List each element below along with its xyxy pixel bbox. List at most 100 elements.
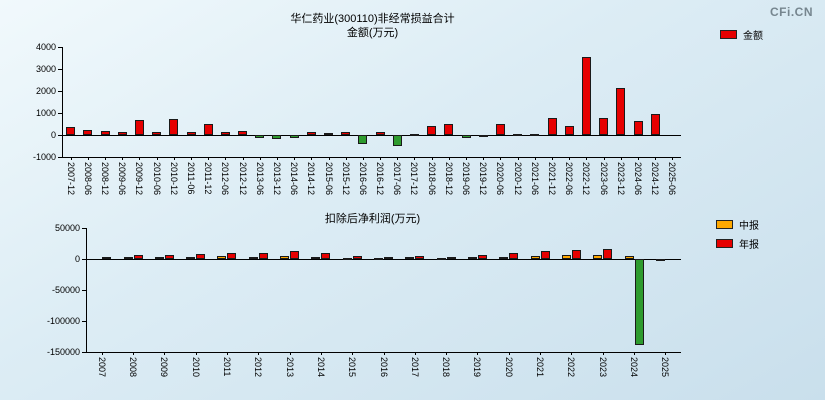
x-tick-mark <box>384 352 385 355</box>
bar <box>321 252 331 259</box>
x-tick-mark <box>260 157 261 160</box>
y-tick-mark <box>82 259 86 260</box>
x-tick-label: 2009-12 <box>134 162 144 196</box>
chart1-subtitle: 金额(万元) <box>346 27 399 39</box>
bar <box>616 88 626 135</box>
x-tick-mark <box>571 352 572 355</box>
x-tick-mark <box>540 352 541 355</box>
y-tick-label: -1000 <box>32 152 56 162</box>
bar <box>415 255 425 259</box>
x-tick-mark <box>352 352 353 355</box>
x-tick-label: 2018-06 <box>427 162 437 196</box>
bar <box>384 256 393 259</box>
x-tick-mark <box>432 157 433 160</box>
x-tick-mark <box>227 352 228 355</box>
x-tick-label: 2016 <box>379 357 389 378</box>
x-tick-mark <box>483 157 484 160</box>
y-axis-line <box>86 228 87 352</box>
bar <box>405 257 415 260</box>
x-tick-mark <box>133 352 134 355</box>
x-tick-label: 2010-06 <box>152 162 162 196</box>
x-tick-mark <box>88 157 89 160</box>
bar <box>633 121 643 135</box>
x-tick-mark <box>290 352 291 355</box>
x-tick-mark <box>208 157 209 160</box>
bar <box>66 127 76 135</box>
x-tick-mark <box>225 157 226 160</box>
bar <box>255 135 265 138</box>
x-tick-label: 2024-06 <box>633 162 643 196</box>
legend-swatch <box>716 239 733 248</box>
bar <box>100 131 110 135</box>
bar <box>83 129 93 135</box>
bar <box>152 132 162 135</box>
x-tick-mark <box>321 352 322 355</box>
bar <box>290 250 300 259</box>
x-tick-mark <box>552 157 553 160</box>
x-tick-label: 2020 <box>504 357 514 378</box>
y-tick-label: 0 <box>74 254 80 264</box>
bar <box>634 259 644 345</box>
bar <box>571 250 581 259</box>
x-tick-mark <box>346 157 347 160</box>
bar <box>134 119 144 135</box>
y-tick-mark <box>58 69 62 70</box>
bar <box>624 255 634 259</box>
y-tick-mark <box>58 47 62 48</box>
x-tick-mark <box>603 352 604 355</box>
x-tick-label: 2024 <box>629 357 639 378</box>
bar <box>436 257 446 260</box>
x-tick-mark <box>164 352 165 355</box>
y-axis-line <box>62 47 63 157</box>
y-tick-mark <box>82 228 86 229</box>
x-tick-label: 2015-12 <box>341 162 351 196</box>
x-tick-mark <box>191 157 192 160</box>
x-tick-label: 2017-12 <box>409 162 419 196</box>
bar <box>655 259 665 261</box>
bar <box>427 125 437 135</box>
x-tick-label: 2020-06 <box>495 162 505 196</box>
x-tick-mark <box>139 157 140 160</box>
bar <box>446 256 456 259</box>
legend-item: 金额 <box>720 27 763 42</box>
bar <box>374 257 383 260</box>
y-tick-mark <box>58 91 62 92</box>
x-tick-mark <box>446 352 447 355</box>
x-tick-label: 2010 <box>191 357 201 378</box>
x-tick-label: 2011 <box>222 357 232 377</box>
bar <box>186 256 196 259</box>
bar <box>467 257 477 260</box>
x-tick-mark <box>638 157 639 160</box>
cfi-logo: CFi.CN <box>770 5 813 19</box>
bar <box>478 135 488 138</box>
bar <box>258 252 268 259</box>
x-tick-label: 2014-06 <box>289 162 299 196</box>
x-tick-mark <box>535 157 536 160</box>
y-tick-label: 3000 <box>35 64 56 74</box>
x-tick-label: 2008-06 <box>83 162 93 196</box>
chart2-title: 扣除后净利润(万元) <box>324 213 421 225</box>
bar <box>513 133 523 136</box>
x-tick-label: 2007-12 <box>66 162 76 196</box>
bar <box>117 132 127 135</box>
legend-label: 中报 <box>739 221 759 232</box>
bar <box>499 256 509 259</box>
x-tick-label: 2015 <box>347 357 357 378</box>
bar <box>410 133 419 136</box>
bar <box>123 257 133 260</box>
bar <box>509 253 519 259</box>
x-tick-label: 2022-12 <box>581 162 591 196</box>
x-tick-label: 2018 <box>441 357 451 378</box>
bar <box>280 255 290 259</box>
y-tick-label: 0 <box>50 130 56 140</box>
x-tick-mark <box>569 157 570 160</box>
bar <box>217 255 227 259</box>
bar <box>272 135 282 139</box>
bar <box>102 257 112 260</box>
bar <box>227 253 237 259</box>
x-tick-mark <box>509 352 510 355</box>
x-tick-mark <box>518 157 519 160</box>
y-tick-label: -100000 <box>46 316 80 326</box>
x-tick-mark <box>449 157 450 160</box>
